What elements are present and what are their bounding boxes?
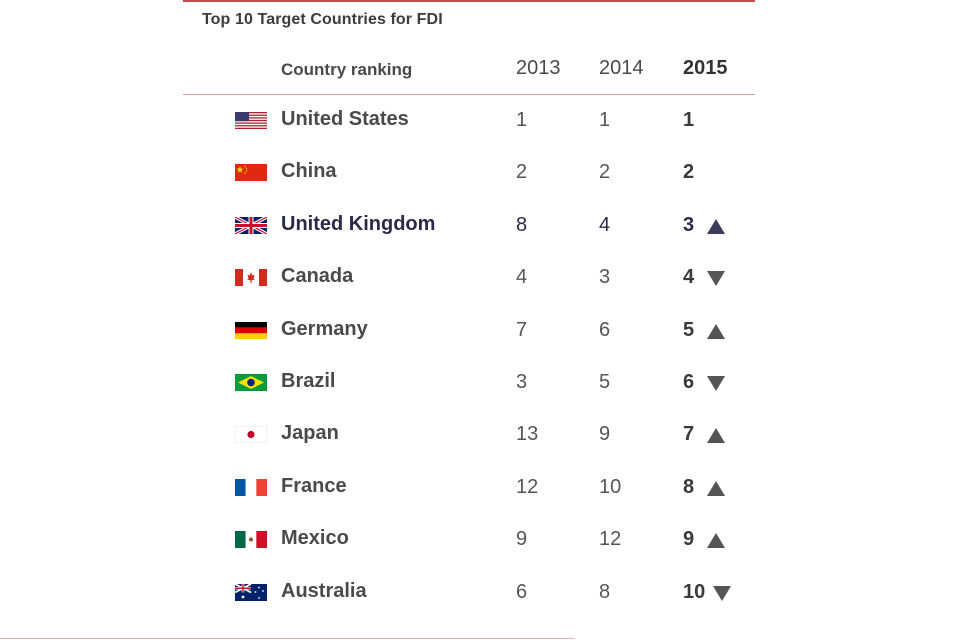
table-row: Australia 6 8 10 xyxy=(0,576,960,610)
top-accent-rule xyxy=(183,0,755,2)
country-name: China xyxy=(281,160,337,182)
rank-2015: 5 xyxy=(683,319,695,341)
rank-2013: 9 xyxy=(516,528,528,550)
rank-2013: 3 xyxy=(516,371,528,393)
country-name: United Kingdom xyxy=(281,213,436,235)
table-row: Brazil 3 5 6 xyxy=(0,366,960,400)
table-row: France 12 10 8 xyxy=(0,471,960,505)
rank-2013: 13 xyxy=(516,423,539,445)
trend-down-icon xyxy=(706,375,726,392)
country-name: United States xyxy=(281,108,409,130)
header-2013: 2013 xyxy=(516,57,561,79)
rank-2014: 8 xyxy=(599,581,611,603)
canada-flag xyxy=(235,269,267,286)
rank-2013: 4 xyxy=(516,266,528,288)
japan-flag xyxy=(235,426,267,443)
germany-flag xyxy=(235,322,267,339)
rank-2013: 1 xyxy=(516,109,528,131)
rank-2014: 12 xyxy=(599,528,622,550)
australia-flag xyxy=(235,584,267,601)
rank-2015: 3 xyxy=(683,214,695,236)
brazil-flag xyxy=(235,374,267,391)
rank-2014: 3 xyxy=(599,266,611,288)
rank-2015: 10 xyxy=(683,581,706,603)
china-flag xyxy=(235,164,267,181)
rank-2013: 7 xyxy=(516,319,528,341)
rank-2015: 4 xyxy=(683,266,695,288)
rank-2013: 6 xyxy=(516,581,528,603)
rank-2013: 12 xyxy=(516,476,539,498)
rank-2015: 8 xyxy=(683,476,695,498)
table-row: China 2 2 2 xyxy=(0,156,960,190)
rank-2014: 4 xyxy=(599,214,611,236)
rank-2014: 6 xyxy=(599,319,611,341)
table-row: Japan 13 9 7 xyxy=(0,418,960,452)
rank-2015: 7 xyxy=(683,423,695,445)
table-row: United Kingdom 8 4 3 xyxy=(0,209,960,243)
rank-2015: 9 xyxy=(683,528,695,550)
country-name: Mexico xyxy=(281,527,349,549)
us-flag xyxy=(235,112,267,129)
rank-2014: 5 xyxy=(599,371,611,393)
trend-up-icon xyxy=(706,427,726,444)
country-name: Japan xyxy=(281,422,339,444)
chart-title: Top 10 Target Countries for FDI xyxy=(202,11,443,28)
rank-2013: 8 xyxy=(516,214,528,236)
country-name: Canada xyxy=(281,265,354,287)
rank-2015: 1 xyxy=(683,109,695,131)
uk-flag xyxy=(235,217,267,234)
mexico-flag xyxy=(235,531,267,548)
trend-up-icon xyxy=(706,480,726,497)
trend-down-icon xyxy=(706,270,726,287)
trend-up-icon xyxy=(706,532,726,549)
country-name: Germany xyxy=(281,318,368,340)
table-row: United States 1 1 1 xyxy=(0,104,960,138)
rank-2015: 6 xyxy=(683,371,695,393)
rank-2014: 1 xyxy=(599,109,611,131)
header-2015: 2015 xyxy=(683,57,728,79)
header-divider xyxy=(183,94,755,95)
rank-2014: 2 xyxy=(599,161,611,183)
rank-2015: 2 xyxy=(683,161,695,183)
table-row: Germany 7 6 5 xyxy=(0,314,960,348)
trend-up-icon xyxy=(706,323,726,340)
table-row: Canada 4 3 4 xyxy=(0,261,960,295)
country-name: France xyxy=(281,475,347,497)
rank-2014: 10 xyxy=(599,476,622,498)
trend-down-icon xyxy=(712,585,732,602)
bottom-divider xyxy=(0,638,575,639)
trend-up-icon xyxy=(706,218,726,235)
header-country-ranking: Country ranking xyxy=(281,60,413,79)
rank-2014: 9 xyxy=(599,423,611,445)
france-flag xyxy=(235,479,267,496)
country-name: Australia xyxy=(281,580,367,602)
rank-2013: 2 xyxy=(516,161,528,183)
header-2014: 2014 xyxy=(599,57,644,79)
table-row: Mexico 9 12 9 xyxy=(0,523,960,557)
country-name: Brazil xyxy=(281,370,336,392)
